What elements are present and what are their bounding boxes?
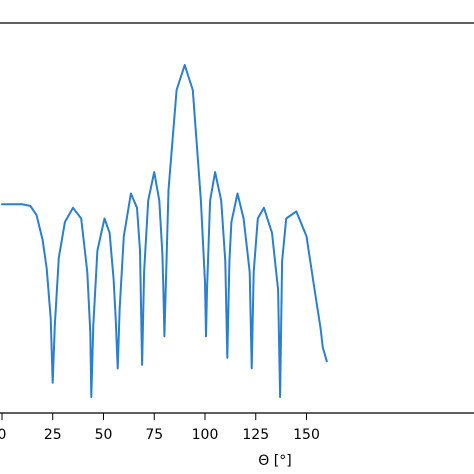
x-tick-label: 150 xyxy=(293,427,320,443)
x-tick-label: 100 xyxy=(192,427,219,443)
x-tick-label: 50 xyxy=(95,427,113,443)
x-tick-label: 75 xyxy=(145,427,163,443)
x-axis-ticks: 0 25 50 75 100 125 150 xyxy=(0,413,320,443)
x-tick-label: 125 xyxy=(242,427,269,443)
x-axis-label: Θ [°] xyxy=(258,453,291,469)
series-line xyxy=(1,64,328,398)
x-tick-label: 0 xyxy=(0,427,6,443)
x-tick-label: 25 xyxy=(44,427,62,443)
